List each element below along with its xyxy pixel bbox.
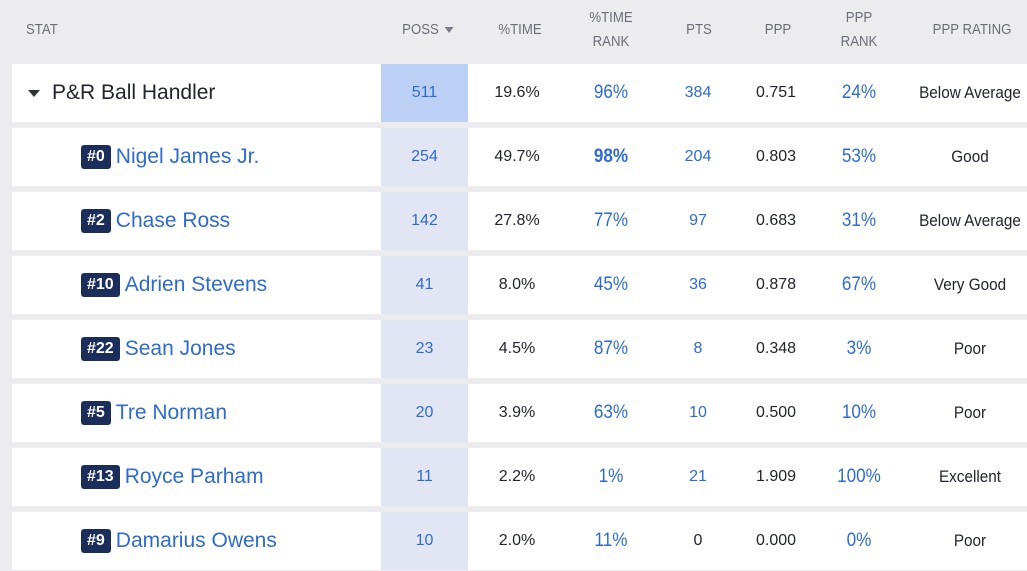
player-name-link[interactable]: Royce Parham xyxy=(124,465,264,488)
jersey-badge: #22 xyxy=(81,337,120,361)
player-row[interactable]: #5 Tre Norman 20 3.9% 63% 10 0.500 10% Po… xyxy=(12,384,1027,442)
ppp-rating-value: Excellent xyxy=(938,467,1002,486)
sort-down-arrow-icon[interactable] xyxy=(445,27,454,33)
pts-value: 97 xyxy=(689,212,707,229)
pts-value: 36 xyxy=(689,276,707,293)
poss-value: 10 xyxy=(415,532,434,549)
pts-value: 204 xyxy=(684,148,712,165)
poss-highlight xyxy=(381,64,468,122)
ppp-rank-value: 100% xyxy=(837,466,881,487)
header-time-rank[interactable]: %TIME RANK xyxy=(589,9,633,50)
time-value: 27.8% xyxy=(494,212,540,229)
time-value: 4.5% xyxy=(498,340,536,357)
ppp-value: 0.803 xyxy=(755,148,797,165)
time-value: 8.0% xyxy=(498,276,536,293)
header-poss[interactable]: POSS xyxy=(388,0,467,60)
group-toggle[interactable]: P&R Ball Handler xyxy=(28,64,215,122)
player-row[interactable]: #9 Damarius Owens 10 2.0% 11% 0 0.000 0% … xyxy=(12,512,1027,570)
player-row[interactable]: #0 Nigel James Jr. 254 49.7% 98% 204 0.80… xyxy=(12,128,1027,186)
table-header: STAT POSS %TIME %TIME RANK PTS PPP PPP RAN… xyxy=(0,0,1027,60)
pts-value: 384 xyxy=(684,84,712,101)
ppp-rating-value: Poor xyxy=(953,403,987,422)
ppp-value: 0.751 xyxy=(755,84,797,101)
header-ppp-rating[interactable]: PPP RATING xyxy=(932,21,1012,38)
ppp-rank-value: 31% xyxy=(841,210,877,231)
group-row[interactable]: P&R Ball Handler 511 19.6% 96% 384 0.751… xyxy=(12,64,1027,122)
poss-highlight xyxy=(381,320,468,378)
header-ppp-rank[interactable]: PPP RANK xyxy=(840,9,878,50)
player-name-link[interactable]: Damarius Owens xyxy=(115,529,277,552)
poss-value: 254 xyxy=(411,148,438,165)
time-rank-value: 96% xyxy=(593,82,629,103)
time-value: 3.9% xyxy=(498,404,536,421)
jersey-badge: #2 xyxy=(81,209,111,233)
poss-value: 23 xyxy=(415,340,434,357)
player-row[interactable]: #2 Chase Ross 142 27.8% 77% 97 0.683 31% … xyxy=(12,192,1027,250)
poss-highlight xyxy=(381,512,468,570)
poss-highlight xyxy=(381,192,468,250)
ppp-value: 0.000 xyxy=(755,532,797,549)
ppp-value: 0.348 xyxy=(755,340,797,357)
pts-value: 21 xyxy=(689,468,707,485)
ppp-rating-value: Poor xyxy=(953,339,987,358)
player-name-link[interactable]: Adrien Stevens xyxy=(124,273,268,296)
time-rank-value: 45% xyxy=(593,274,629,295)
poss-value: 20 xyxy=(415,404,434,421)
ppp-value: 1.909 xyxy=(755,468,797,485)
ppp-rank-value: 3% xyxy=(846,338,872,359)
caret-down-icon[interactable] xyxy=(28,89,40,97)
pts-value: 10 xyxy=(689,404,707,421)
ppp-rating-value: Below Average xyxy=(919,83,1021,102)
poss-value: 41 xyxy=(415,276,434,293)
poss-highlight xyxy=(381,256,468,314)
pts-value: 8 xyxy=(693,340,703,357)
time-value: 2.0% xyxy=(498,532,536,549)
jersey-badge: #5 xyxy=(81,401,111,425)
header-pts[interactable]: PTS xyxy=(686,21,712,38)
player-name-link[interactable]: Sean Jones xyxy=(124,337,236,360)
player-row[interactable]: #13 Royce Parham 11 2.2% 1% 21 1.909 100%… xyxy=(12,448,1027,506)
poss-highlight xyxy=(381,448,468,506)
time-rank-value: 63% xyxy=(593,402,629,423)
header-ppp[interactable]: PPP xyxy=(764,21,792,38)
jersey-badge: #9 xyxy=(81,529,111,553)
ppp-rating-value: Very Good xyxy=(933,275,1007,294)
poss-value: 142 xyxy=(411,212,438,229)
time-rank-value: 98% xyxy=(593,146,629,167)
time-rank-value: 11% xyxy=(594,530,628,551)
ppp-rank-value: 67% xyxy=(841,274,877,295)
player-row[interactable]: #22 Sean Jones 23 4.5% 87% 8 0.348 3% Poo… xyxy=(12,320,1027,378)
time-rank-value: 77% xyxy=(593,210,629,231)
poss-highlight xyxy=(381,384,468,442)
time-value: 49.7% xyxy=(494,148,540,165)
ppp-rank-value: 24% xyxy=(841,82,877,103)
player-name-link[interactable]: Nigel James Jr. xyxy=(115,145,260,168)
jersey-badge: #13 xyxy=(81,465,120,489)
player-name-link[interactable]: Chase Ross xyxy=(115,209,231,232)
ppp-rating-value: Good xyxy=(951,147,989,166)
ppp-rating-value: Poor xyxy=(953,531,987,550)
time-rank-value: 1% xyxy=(598,466,624,487)
header-time[interactable]: %TIME xyxy=(498,21,542,38)
ppp-rating-value: Below Average xyxy=(919,211,1021,230)
ppp-rank-value: 0% xyxy=(846,530,872,551)
ppp-rank-value: 53% xyxy=(841,146,877,167)
group-name: P&R Ball Handler xyxy=(52,81,216,104)
poss-value: 11 xyxy=(416,468,433,485)
ppp-value: 0.878 xyxy=(755,276,797,293)
ppp-value: 0.683 xyxy=(755,212,797,229)
player-row[interactable]: #10 Adrien Stevens 41 8.0% 45% 36 0.878 6… xyxy=(12,256,1027,314)
player-name-link[interactable]: Tre Norman xyxy=(115,401,228,424)
time-rank-value: 87% xyxy=(593,338,629,359)
jersey-badge: #0 xyxy=(81,145,111,169)
header-stat: STAT xyxy=(26,21,58,38)
time-value: 19.6% xyxy=(494,84,540,101)
time-value: 2.2% xyxy=(498,468,536,485)
poss-value: 511 xyxy=(411,84,438,101)
jersey-badge: #10 xyxy=(81,273,120,297)
ppp-rank-value: 10% xyxy=(841,402,877,423)
pts-value: 0 xyxy=(693,532,703,549)
ppp-value: 0.500 xyxy=(755,404,797,421)
poss-highlight xyxy=(381,128,468,186)
